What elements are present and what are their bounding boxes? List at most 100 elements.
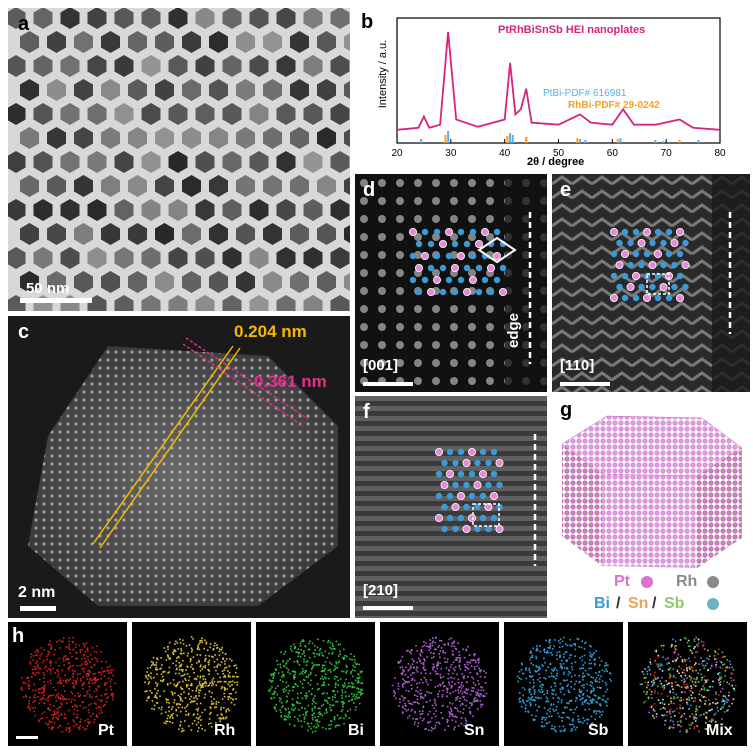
nanoplate [290,127,309,149]
x-tick-label: 60 [607,148,619,159]
bi-atom [485,481,492,489]
nanoplate [195,199,215,221]
bi-atom [474,525,481,533]
bi-atom [446,514,454,522]
panel-e: e [110] [552,174,750,392]
haadf-image-d [355,174,547,392]
nanoplate [47,223,66,245]
nanoplate [155,31,174,53]
nanoplate [114,8,134,29]
legend-sb: Sb [664,595,685,612]
bi-atom [463,503,470,511]
bi-atom [493,228,501,236]
nanoplate [236,31,255,53]
panel-label-a: a [18,13,30,35]
panel-f: f [210] [355,396,547,618]
nanoplate [303,103,323,125]
bi-atom [490,448,498,456]
bi-atom [433,252,441,260]
nanoplate [74,127,93,149]
map-label-bi: Bi [348,722,364,739]
eds-maps [8,622,747,746]
panel-label-e: e [560,179,572,201]
pt-atom [435,448,444,457]
panel-g: g Pt Rh Bi / Sn / Sb [552,396,750,618]
bi-atom [682,283,689,291]
nanoplate [195,55,215,77]
bi-atom [433,228,441,236]
nanoplate [60,199,80,221]
nanoplate [276,103,296,125]
panel-label-h: h [12,625,25,647]
ref-label-ptbi: PtBi-PDF# 616981 [543,88,627,99]
zone-axis-e: [110] [560,357,595,374]
bi-atom [649,283,656,291]
bi-atom [654,228,662,236]
nanoplate [330,247,350,269]
nanoplate [209,223,228,245]
bi-atom [654,294,662,302]
pt-atom [498,288,507,297]
pt-atom [468,514,477,523]
zone-axis-d: [001] [363,357,399,374]
bi-atom [490,514,498,522]
bi-atom [409,252,417,260]
nanoplate [303,8,323,29]
crystal-right-face [697,448,742,568]
bi-atom [441,525,448,533]
nanoplate [128,271,147,293]
nanoplate [317,31,336,53]
nanoplate [20,127,39,149]
nanoplate [182,127,201,149]
bi-atom [457,470,465,478]
nanoplate-tem-image [8,8,350,311]
nanoplate [155,79,174,101]
nanoplate [249,55,269,77]
bi-atom [660,239,667,247]
nanoplate [263,271,282,293]
nanoplate [236,127,255,149]
nanoplate [60,103,80,125]
bi-atom [446,492,454,500]
nanoplate [317,223,336,245]
bi-atom [638,283,645,291]
bi-atom [479,492,487,500]
bi-atom [439,264,447,272]
pt-atom [462,524,471,533]
nanoplate [303,55,323,77]
panel-label-g: g [560,399,573,421]
panel-d: d [001] edge [355,174,547,392]
nanoplate [20,223,39,245]
zone-axis-f: [210] [363,582,399,599]
nanoplate [60,151,80,173]
bi-atom [445,252,453,260]
nanoplate [155,271,174,293]
legend-rh: Rh [676,573,698,590]
bi-atom [485,459,492,467]
nanoplate [128,31,147,53]
nanoplate [317,175,336,197]
legend-slash-1: / [616,595,621,612]
pt-atom [637,239,646,248]
pt-atom [433,276,442,285]
pt-atom [473,481,482,490]
nanoplate [222,247,242,269]
bi-atom [452,525,459,533]
bi-atom [452,481,459,489]
nanoplate [263,79,282,101]
nanoplate [209,79,228,101]
scale-bar [363,382,413,386]
pt-atom [451,264,460,273]
x-tick-label: 80 [714,148,726,159]
bi-atom [627,239,634,247]
pt-atom [451,503,460,512]
unit-cell-outline [477,236,517,264]
nanoplate [101,79,120,101]
bi-atom [446,448,454,456]
bi-atom [676,250,684,258]
nanoplate [33,199,53,221]
panel-label-d: d [363,179,376,201]
nanoplate [344,129,350,147]
nanoplate [20,271,39,293]
bi-atom [463,240,471,248]
